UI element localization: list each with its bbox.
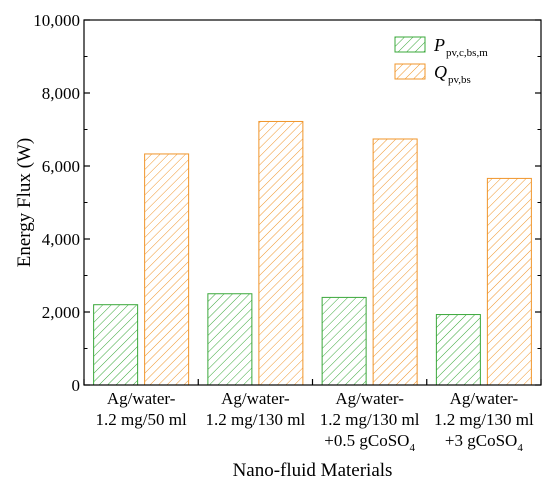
bar-p — [321, 296, 367, 386]
legend-swatch-p — [394, 36, 426, 53]
y-tick-label: 10,000 — [33, 11, 80, 30]
bars-group — [93, 120, 532, 386]
legend-label-p: Ppv,c,bs,m — [433, 35, 488, 59]
bar-p — [207, 293, 253, 386]
legend-label-q: Qpv,bs — [434, 62, 471, 86]
bar-q — [372, 138, 418, 386]
x-tick-label: Ag/water-1.2 mg/50 ml — [96, 389, 187, 429]
bar-q — [486, 177, 532, 386]
bar-q — [144, 153, 190, 386]
y-tick-label: 8,000 — [42, 84, 80, 103]
x-axis-title: Nano-fluid Materials — [233, 460, 393, 481]
y-tick-label: 2,000 — [42, 303, 80, 322]
y-tick-label: 6,000 — [42, 157, 80, 176]
y-axis: 0 2,000 4,000 6,000 8,000 10,000 — [33, 11, 541, 395]
bar-p — [93, 304, 139, 386]
x-tick-label: Ag/water-1.2 mg/130 ml — [206, 389, 306, 429]
x-tick-label: Ag/water-1.2 mg/130 ml +3 gCoSO4 — [434, 389, 534, 454]
x-tick-label: Ag/water-1.2 mg/130 ml +0.5 gCoSO4 — [320, 389, 420, 454]
bar-p — [435, 314, 481, 386]
bar-q — [258, 120, 304, 386]
legend-swatch-q — [394, 63, 426, 80]
legend: Ppv,c,bs,m Qpv,bs — [394, 35, 488, 86]
y-tick-label: 0 — [72, 376, 81, 395]
x-axis: Ag/water-1.2 mg/50 ml Ag/water-1.2 mg/130… — [83, 379, 542, 454]
y-axis-title: Energy Flux (W) — [14, 138, 35, 267]
y-tick-label: 4,000 — [42, 230, 80, 249]
